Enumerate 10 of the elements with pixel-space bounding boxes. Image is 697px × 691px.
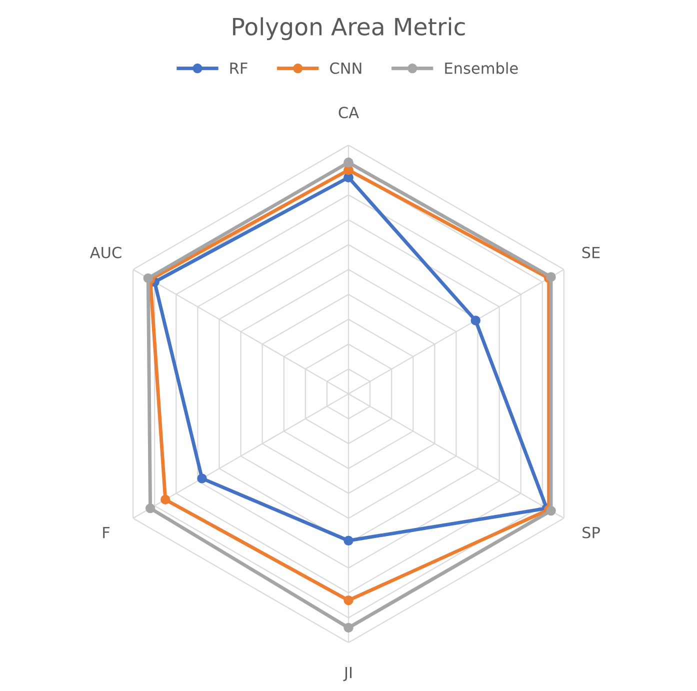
spoke-label: JI xyxy=(343,666,352,682)
spoke-label: F xyxy=(103,526,110,538)
legend-label: RF xyxy=(230,62,248,74)
spoke-label: SP xyxy=(582,526,600,538)
chart-title: Polygon Area Metric xyxy=(233,17,465,40)
spoke-label: AUC xyxy=(90,246,122,258)
legend-label: CNN xyxy=(330,62,362,74)
spoke-label: CA xyxy=(338,106,359,118)
legend-label: Ensemble xyxy=(445,62,518,74)
spoke-label: SE xyxy=(582,246,600,258)
